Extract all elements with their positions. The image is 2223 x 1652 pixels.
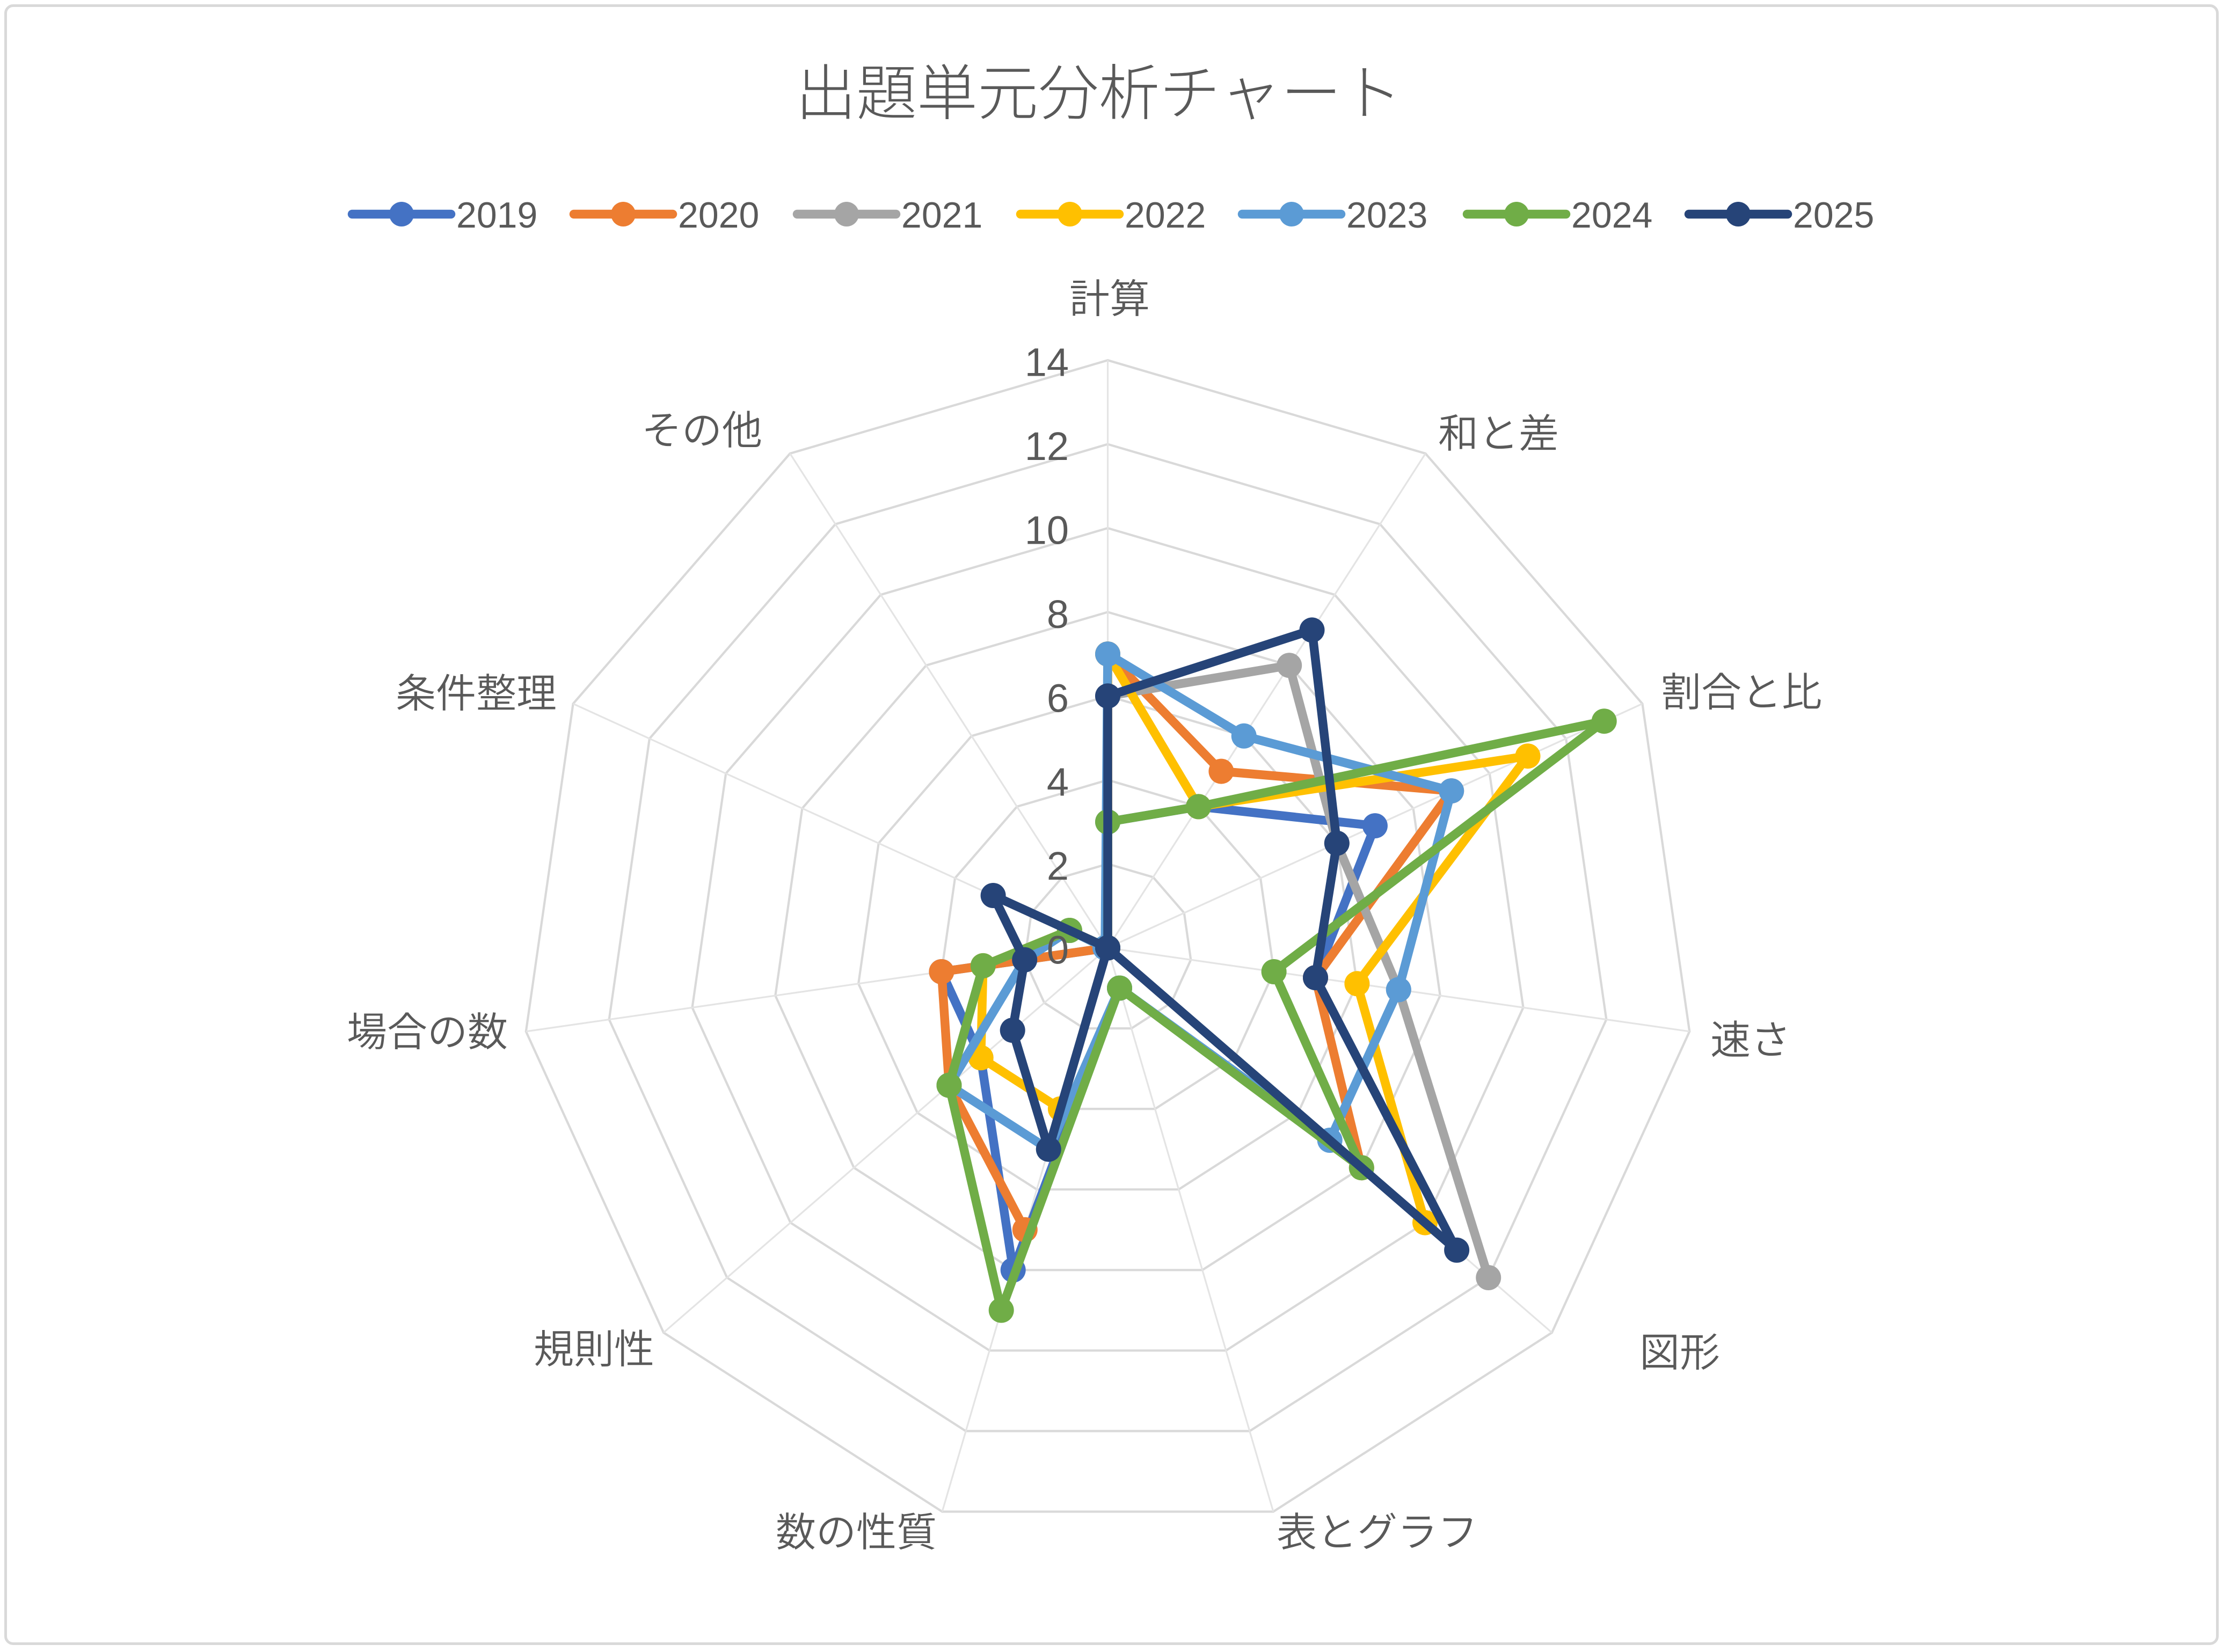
- svg-text:14: 14: [1025, 340, 1069, 385]
- svg-text:2021: 2021: [901, 195, 982, 236]
- svg-text:2022: 2022: [1125, 195, 1206, 236]
- svg-text:2025: 2025: [1793, 195, 1874, 236]
- svg-text:8: 8: [1047, 592, 1069, 637]
- svg-text:2019: 2019: [456, 195, 537, 236]
- svg-text:2023: 2023: [1346, 195, 1427, 236]
- svg-text:2020: 2020: [678, 195, 759, 236]
- svg-text:0: 0: [1047, 928, 1069, 973]
- svg-text:4: 4: [1047, 760, 1069, 805]
- svg-text:10: 10: [1025, 508, 1069, 553]
- svg-text:12: 12: [1025, 424, 1069, 469]
- svg-text:2024: 2024: [1571, 195, 1652, 236]
- svg-text:6: 6: [1047, 676, 1069, 720]
- svg-text:2: 2: [1047, 844, 1069, 888]
